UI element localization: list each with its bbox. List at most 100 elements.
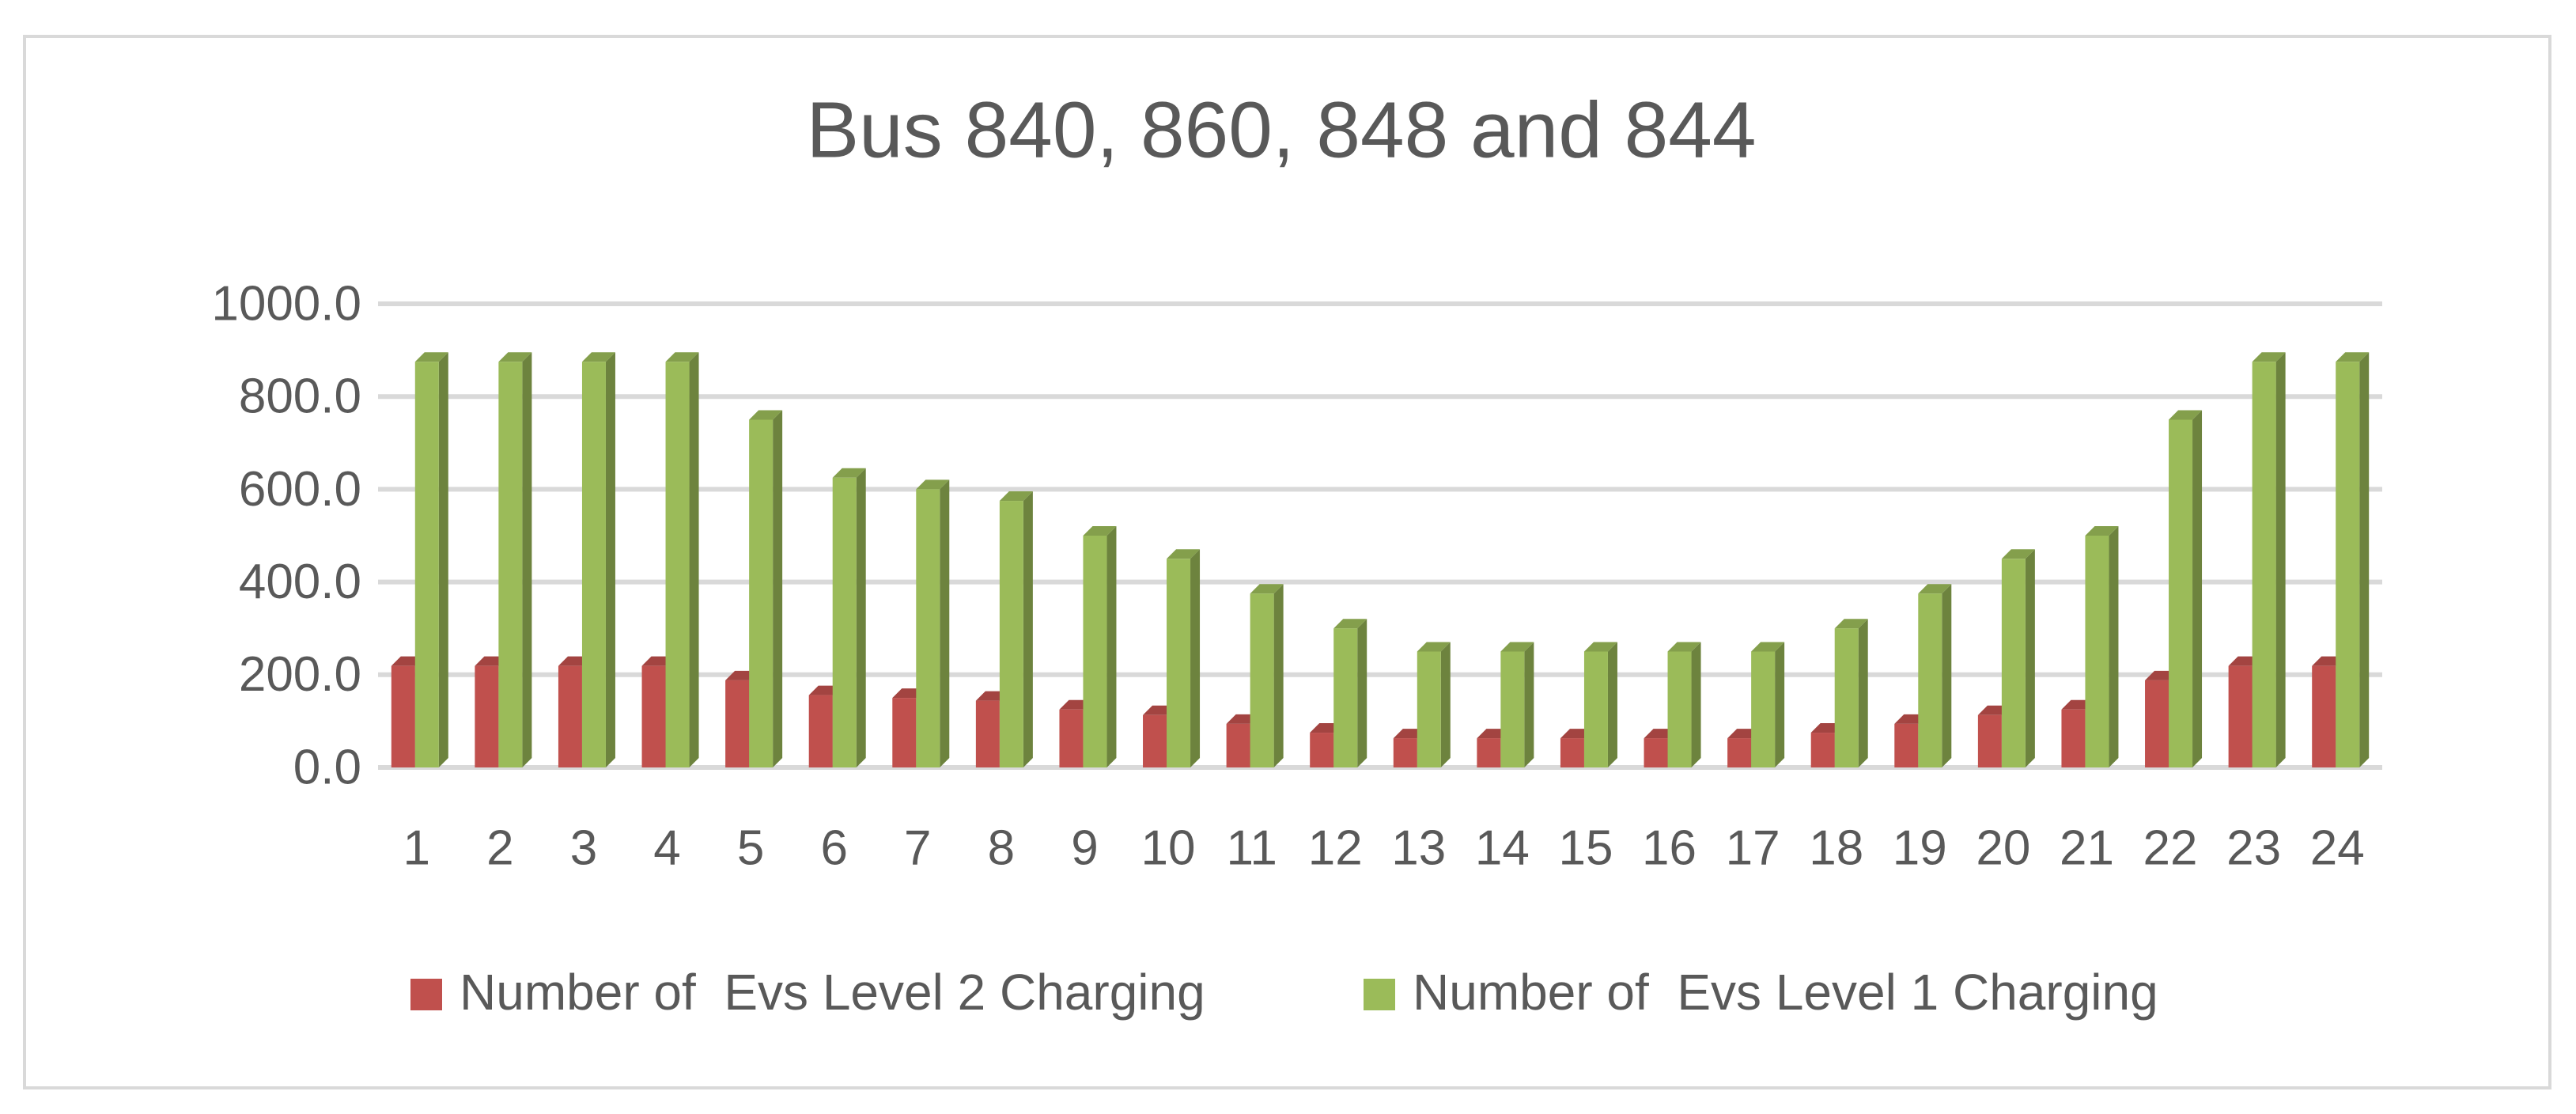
x-tick-label: 21 [2060,820,2114,875]
bar-top [1583,642,1617,652]
bar-side [2192,410,2203,767]
x-tick-label: 19 [1893,820,1947,875]
bar [665,362,690,767]
bar-top [1333,619,1367,629]
bar [1333,628,1358,767]
bar [2252,362,2276,767]
bar [1310,733,1334,767]
x-tick-label: 15 [1558,820,1613,875]
bar-top [1250,584,1284,594]
y-tick-label: 800.0 [239,369,361,424]
bar-side [1357,619,1367,767]
x-tick-label: 8 [988,820,1015,875]
legend-swatch [410,979,442,1010]
bar [975,700,1000,767]
bar-side [1190,549,1201,767]
bar [1250,593,1274,767]
bar-top [1918,584,1952,594]
bar-side [1858,619,1868,767]
bar [999,501,1023,767]
bar-top [832,468,866,478]
bar-side [1524,642,1534,767]
bar-top [1834,619,1868,629]
bar-top [665,352,699,362]
bar [1226,723,1250,767]
bar [2336,362,2360,767]
bar-side [773,410,783,767]
bar [475,665,499,767]
bar-side [605,352,615,767]
bar-top [498,352,532,362]
bar [1727,738,1752,767]
bar [1667,651,1692,767]
bar [1417,651,1441,767]
bar [1500,651,1525,767]
y-tick-label: 400.0 [239,555,361,609]
bar-side [856,468,866,767]
x-tick-label: 22 [2143,820,2198,875]
bar-top [2252,352,2286,362]
x-tick-label: 10 [1141,820,1196,875]
bar-top [916,479,950,490]
bar-side [2359,352,2370,767]
bar [725,680,750,767]
bar-top [2085,526,2119,536]
bar [2169,419,2193,767]
bar [1977,714,2002,767]
legend-label: Number of Evs Level 2 Charging [460,964,1205,1021]
x-tick-label: 20 [1976,820,2030,875]
bar-top [2336,352,2370,362]
legend-label: Number of Evs Level 1 Charging [1413,964,2158,1021]
x-tick-label: 3 [570,820,597,875]
y-tick-label: 1000.0 [211,276,361,331]
bar [2085,536,2109,767]
bar [892,698,917,767]
legend-swatch [1364,979,1395,1010]
x-tick-label: 11 [1226,820,1277,875]
bar-side [1273,584,1284,767]
x-tick-label: 2 [486,820,513,875]
bar-top [2169,410,2203,420]
bar-side [2025,549,2035,767]
bar-top [1417,642,1451,652]
x-tick-label: 4 [653,820,680,875]
bar-top [581,352,615,362]
x-tick-label: 13 [1391,820,1446,875]
bar [916,489,940,767]
bar-side [689,352,699,767]
bar [2228,665,2253,767]
x-tick-label: 12 [1308,820,1363,875]
bar-side [1106,526,1117,767]
bar-top [1500,642,1534,652]
bar [1810,733,1835,767]
x-tick-label: 17 [1726,820,1780,875]
bar-top [2001,549,2035,559]
bar [581,362,606,767]
x-tick-label: 18 [1809,820,1863,875]
x-tick-label: 6 [820,820,847,875]
bar [1167,559,1191,767]
x-tick-label: 24 [2310,820,2365,875]
bar-top [1751,642,1785,652]
bar-side [1607,642,1617,767]
bar [808,695,833,767]
x-tick-label: 5 [737,820,764,875]
bar [641,665,666,767]
x-tick-label: 7 [904,820,931,875]
bar [558,665,582,767]
bar [2312,665,2336,767]
bar [1834,628,1859,767]
y-tick-label: 600.0 [239,462,361,517]
bar-side [2275,352,2286,767]
bar [749,419,774,767]
bar [1477,738,1501,767]
bar-top [749,410,783,420]
bar-side [1942,584,1952,767]
x-tick-label: 16 [1642,820,1697,875]
bar-side [1691,642,1701,767]
x-tick-label: 14 [1475,820,1530,875]
bar-top [1667,642,1701,652]
bar-side [438,352,448,767]
bar [1644,738,1668,767]
